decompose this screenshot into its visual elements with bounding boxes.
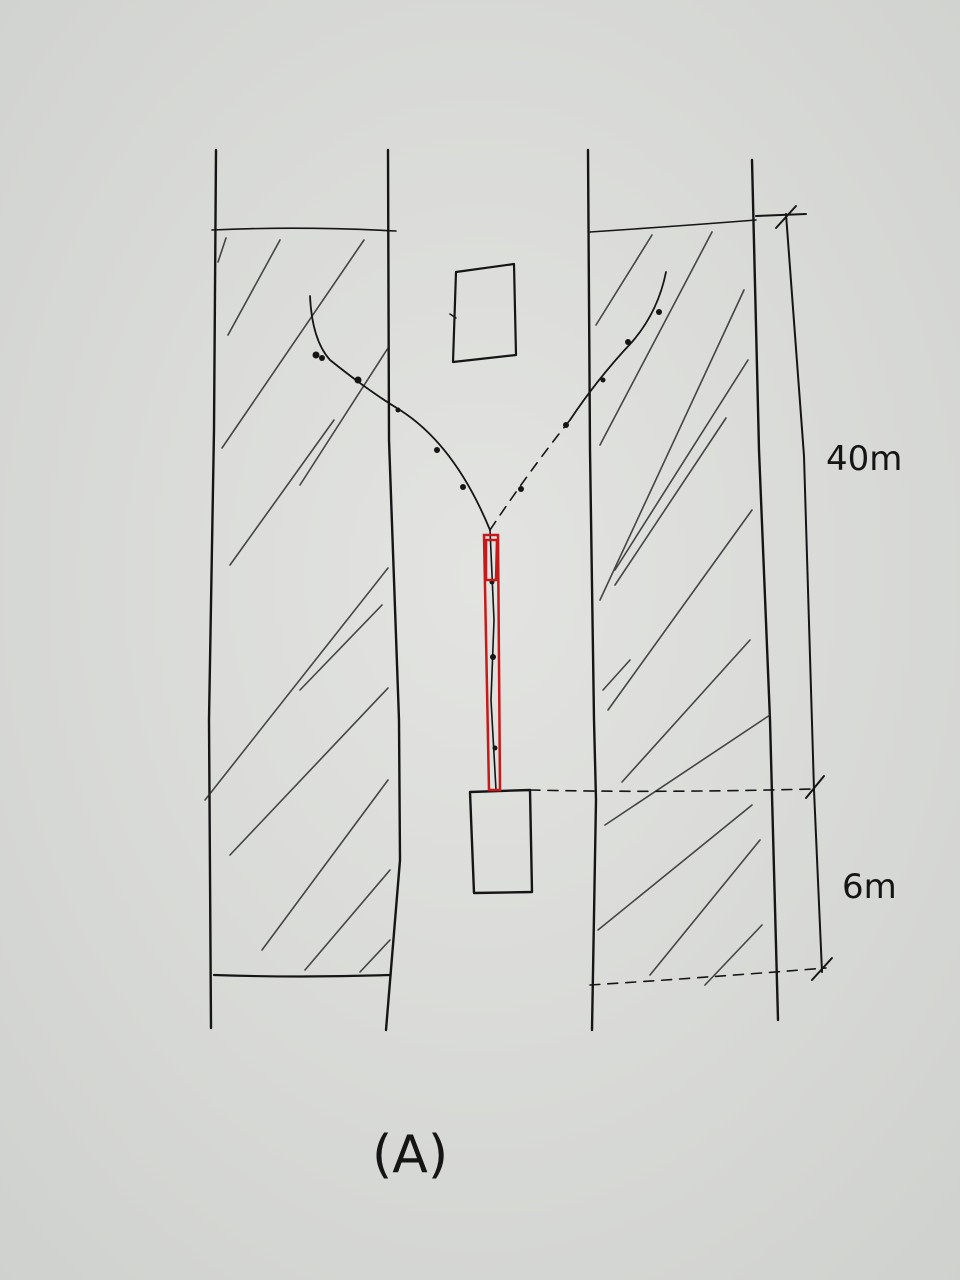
dashed-line-lower — [589, 967, 827, 986]
figure-caption: (A) — [372, 1125, 448, 1185]
dashed-line-upper — [529, 788, 813, 793]
right-top-boundary — [589, 219, 757, 233]
dimension-line — [755, 205, 833, 981]
lower-box — [468, 788, 534, 895]
left-hatching — [204, 237, 391, 973]
left-strip — [204, 148, 402, 1032]
path-left-branch — [309, 295, 491, 531]
right-hatching — [595, 231, 771, 986]
dimension-tick-bottom — [811, 957, 833, 981]
left-top-boundary — [211, 227, 397, 232]
dimension-label-lower: 6m — [842, 867, 897, 907]
highlight-corridor — [482, 533, 502, 792]
path-nodes — [312, 309, 662, 751]
dimension-axis — [785, 213, 823, 973]
right-strip-inner-wall — [586, 148, 598, 1032]
dimension-label-upper: 40m — [826, 439, 902, 479]
path-stem — [489, 529, 497, 791]
left-bottom-boundary — [212, 973, 392, 978]
dimension-tick-middle — [805, 775, 825, 799]
right-strip — [586, 148, 780, 1032]
path-right-branch — [569, 271, 667, 421]
right-strip-outer-wall — [750, 158, 780, 1022]
dimension-tick-top — [775, 205, 797, 229]
left-strip-outer-wall — [207, 148, 218, 1030]
left-strip-inner-wall — [384, 148, 402, 1032]
upper-box — [451, 262, 518, 364]
upper-box-mark — [449, 313, 457, 319]
